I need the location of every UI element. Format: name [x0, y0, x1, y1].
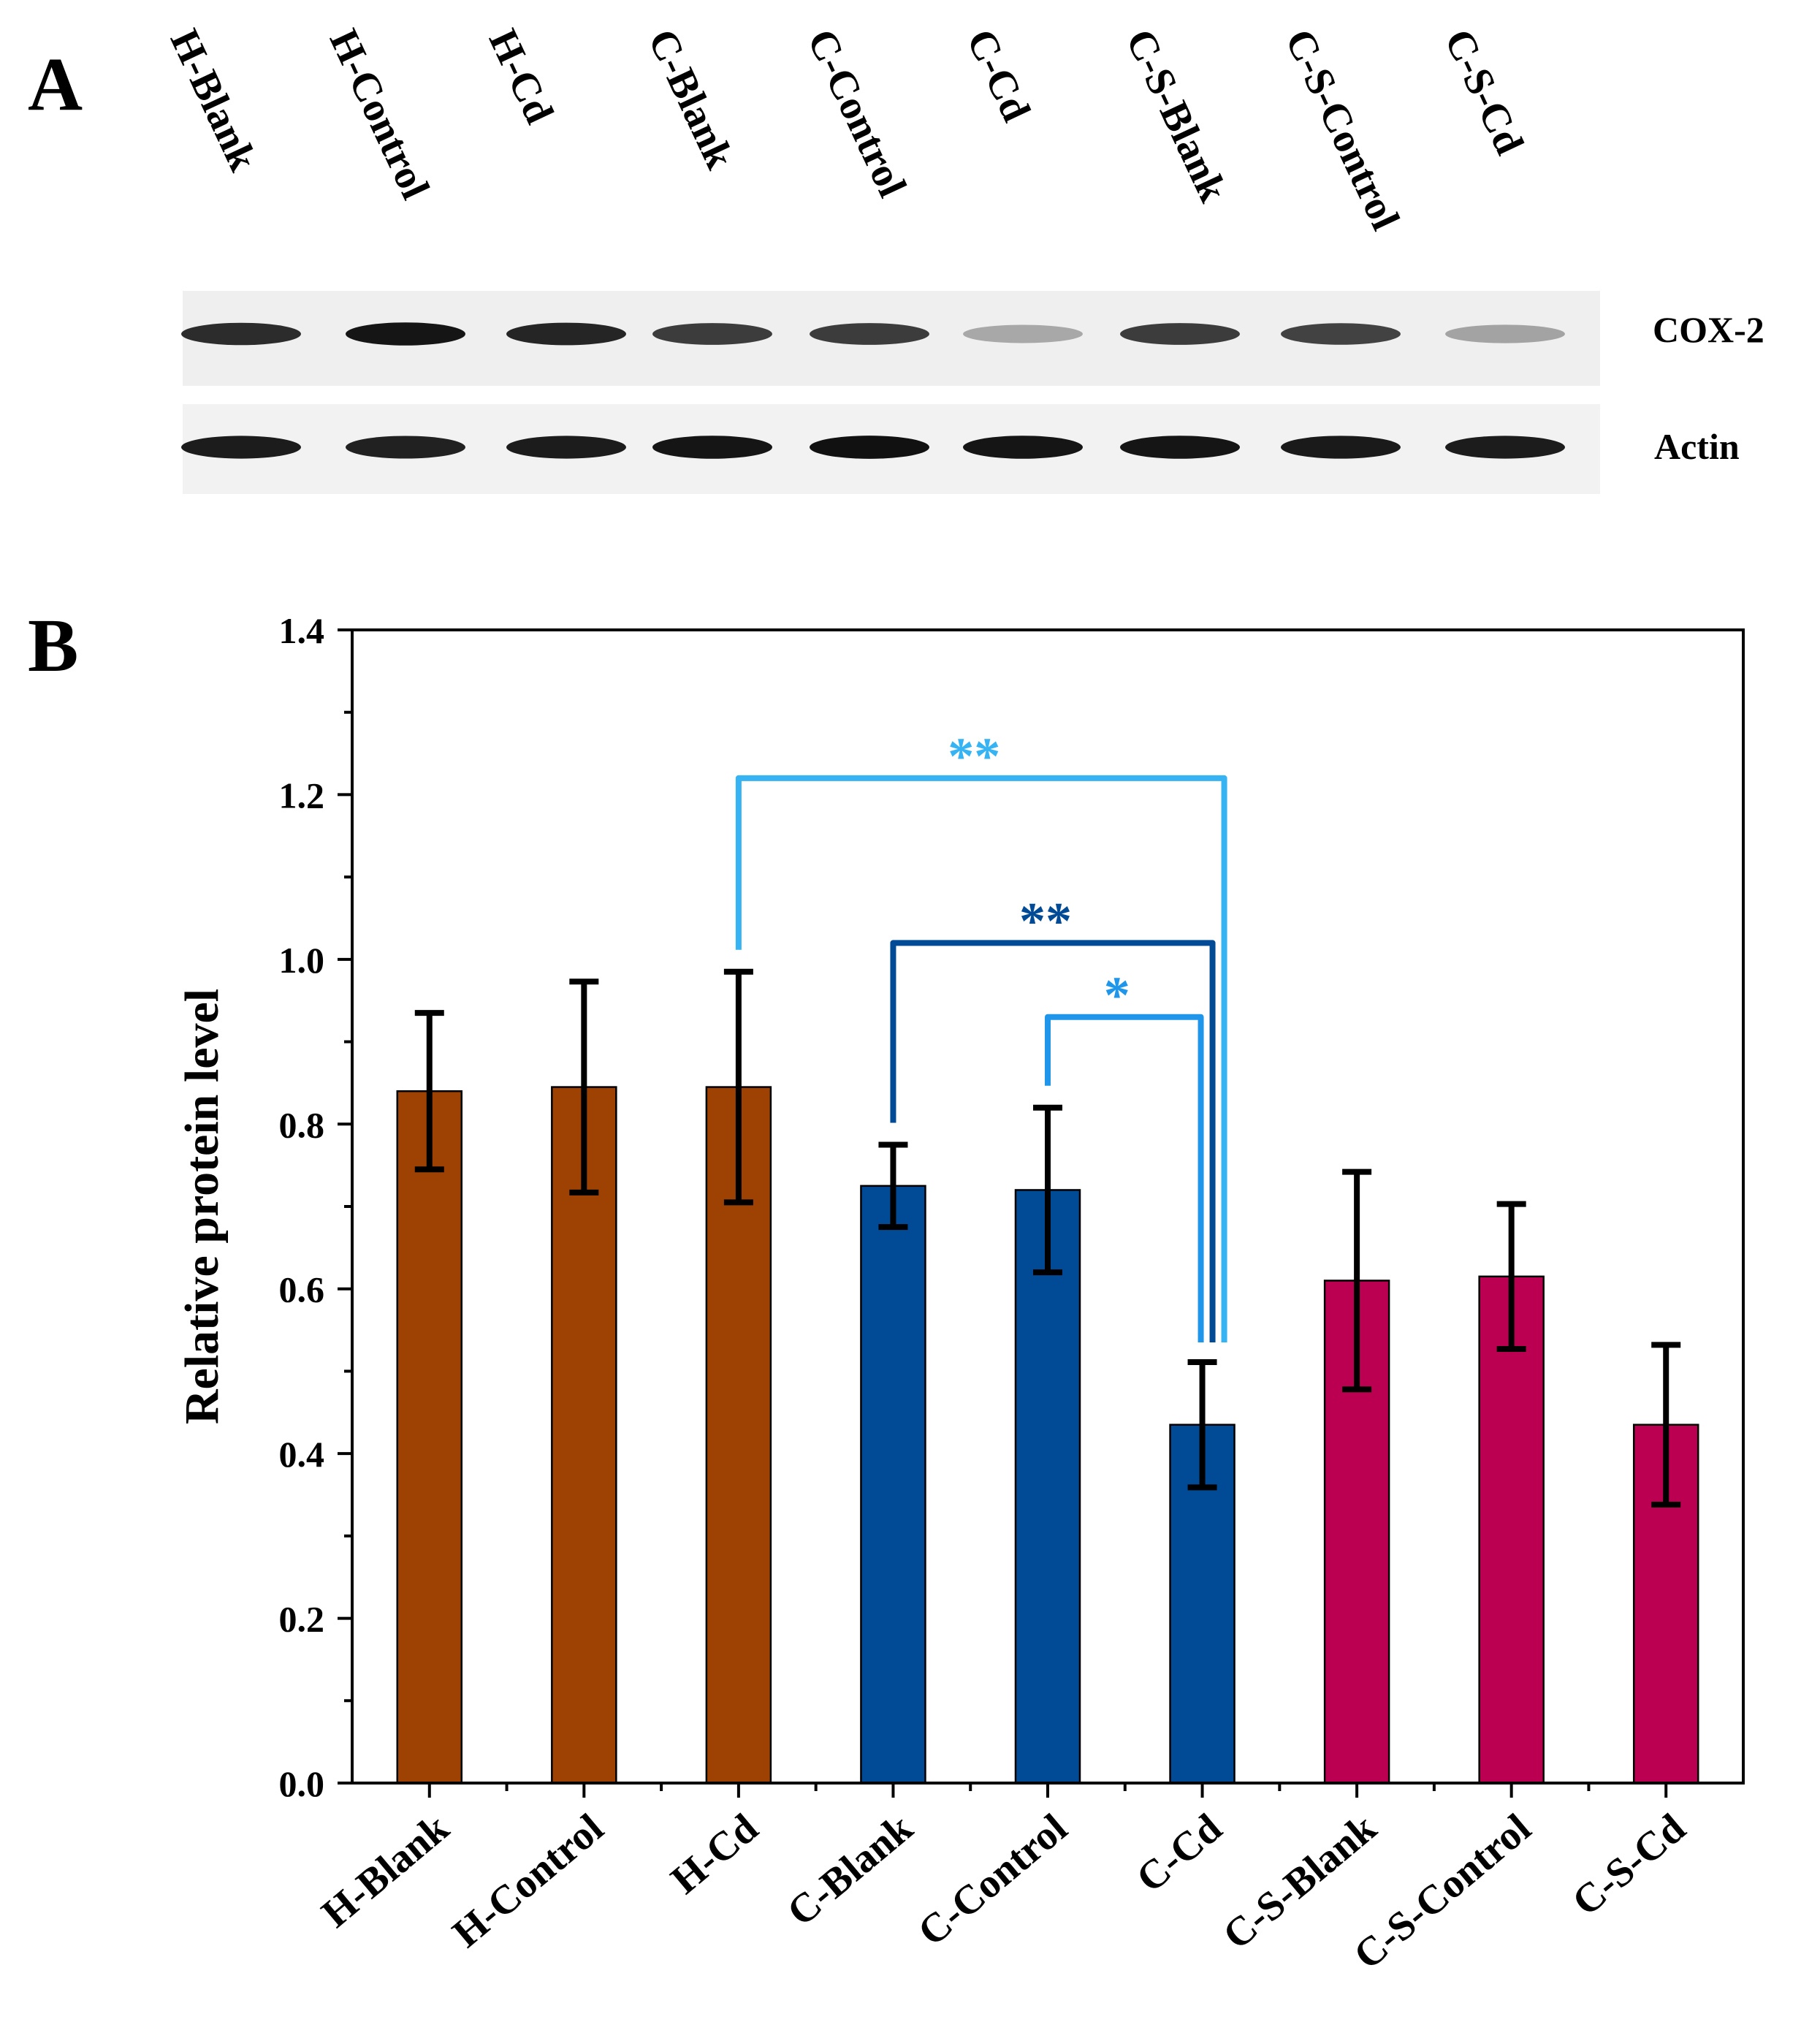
lane-labels: H-Blank H-Control H-Cd C-Blank C-Control C-Cd… — [161, 23, 1532, 237]
y-tick-label: 1.0 — [279, 940, 325, 981]
blot-band — [963, 324, 1083, 343]
significance-label: * — [1104, 966, 1130, 1025]
blot-band — [810, 323, 929, 345]
y-tick-label: 1.2 — [279, 775, 325, 816]
blot-band — [181, 322, 301, 346]
y-tick-label: 0.6 — [279, 1269, 325, 1310]
panel-b-letter: B — [28, 604, 78, 688]
significance-bracket — [1045, 1014, 1204, 1342]
error-bars — [414, 968, 1681, 1508]
blot-band — [346, 322, 465, 346]
blot-band — [963, 436, 1083, 459]
lane-label: C-Cd — [958, 23, 1039, 129]
x-tick-label: C-Blank — [779, 1805, 921, 1935]
bar-c-s-control — [1478, 1275, 1545, 1785]
panel-a-letter: A — [28, 42, 83, 126]
blot-band — [1120, 436, 1240, 459]
lane-label: C-S-Blank — [1117, 23, 1236, 209]
y-axis-label: Relative protein level — [175, 989, 229, 1424]
lane-label: C-S-Control — [1276, 23, 1409, 237]
blot-band — [652, 436, 772, 459]
blot-band — [1445, 324, 1565, 343]
blot-label-actin: Actin — [1654, 426, 1740, 467]
blot-band — [1120, 323, 1240, 345]
x-tick-label: C-S-Cd — [1564, 1805, 1694, 1924]
blot-band — [506, 322, 626, 346]
x-tick-label: H-Control — [444, 1805, 612, 1956]
lane-label: C-Blank — [639, 23, 743, 176]
blot-actin — [181, 404, 1600, 494]
bar-c-blank — [860, 1185, 926, 1785]
significance-brackets: ***** — [735, 727, 1227, 1342]
bar-chart: ***** 0.00.20.40.60.81.01.21.4 H-BlankH-… — [175, 610, 1745, 1978]
y-tick-label: 0.0 — [279, 1763, 325, 1804]
blot-band — [506, 436, 626, 459]
x-tick-label: H-Cd — [663, 1805, 766, 1902]
bar-h-control — [551, 1086, 617, 1785]
y-tick-label: 0.4 — [279, 1434, 325, 1475]
blot-band — [652, 323, 772, 345]
significance-bracket — [890, 940, 1216, 1342]
y-tick-label: 0.2 — [279, 1599, 325, 1640]
significance-label: ** — [948, 727, 1000, 786]
blot-band — [346, 436, 465, 459]
blot-band — [1445, 436, 1565, 459]
lane-label: C-S-Cd — [1436, 23, 1532, 161]
blot-band — [1281, 323, 1401, 345]
x-tick-label: H-Blank — [313, 1805, 458, 1937]
blot-band — [1281, 436, 1401, 459]
blot-cox2 — [181, 291, 1600, 386]
y-tick-label: 0.8 — [279, 1104, 325, 1145]
lane-label: H-Blank — [161, 23, 266, 178]
lane-label: C-Control — [799, 23, 915, 204]
bar-h-blank — [396, 1090, 463, 1785]
y-tick-label: 1.4 — [279, 610, 325, 651]
x-tick-label: C-Cd — [1128, 1805, 1230, 1901]
x-tick-label: C-Control — [910, 1805, 1075, 1955]
significance-bracket — [735, 775, 1227, 1342]
blot-band — [181, 436, 301, 459]
y-axis: 0.0 0.2 0.4 0.6 0.8 1.0 1.2 1.4 — [279, 610, 352, 1804]
significance-label: ** — [1019, 892, 1072, 950]
blot-band — [810, 436, 929, 459]
blot-label-cox2: COX-2 — [1653, 309, 1764, 350]
bar-c-control — [1014, 1189, 1081, 1785]
lane-label: H-Cd — [480, 23, 563, 130]
lane-label: H-Control — [321, 23, 438, 206]
